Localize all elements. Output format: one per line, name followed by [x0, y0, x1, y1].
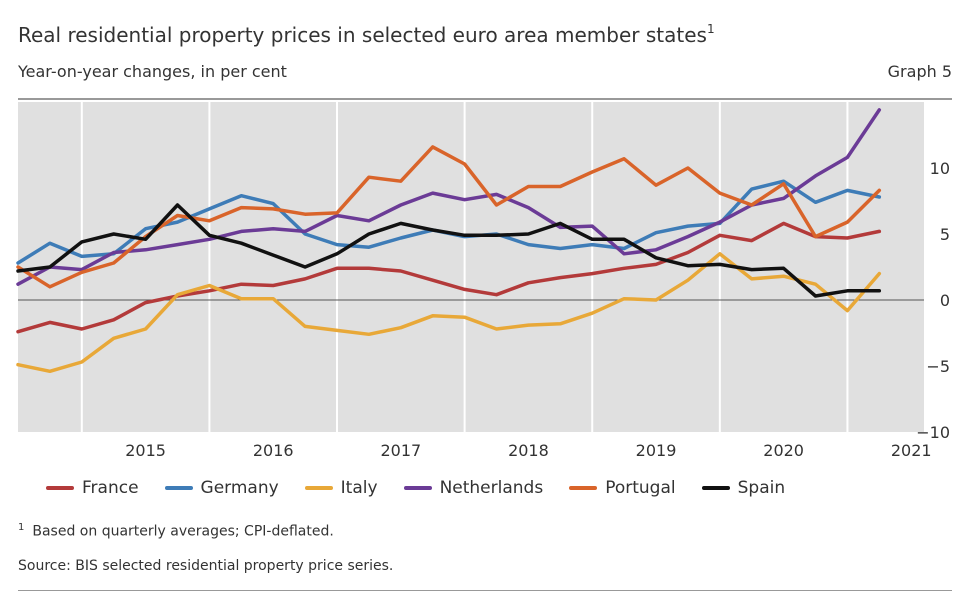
legend-swatch — [164, 486, 193, 490]
x-tick-label: 2016 — [253, 441, 294, 460]
chart-subtitle: Year-on-year changes, in per cent — [18, 62, 287, 81]
x-tick-label: 2015 — [125, 441, 166, 460]
legend-swatch — [403, 486, 432, 490]
gridlines — [18, 102, 924, 432]
series-line-france — [16, 221, 882, 334]
x-tick-label: 2017 — [380, 441, 421, 460]
legend-label: Portugal — [605, 478, 676, 498]
plot-area — [18, 102, 924, 432]
x-tick-label: 2018 — [508, 441, 549, 460]
legend-item-germany: Germany — [164, 478, 279, 498]
series-line-spain — [16, 203, 882, 298]
series-line-portugal — [16, 145, 882, 289]
x-tick-label: 2019 — [636, 441, 677, 460]
legend-label: France — [82, 478, 139, 498]
plot-background — [18, 102, 924, 432]
legend-swatch — [569, 486, 598, 490]
series-line-netherlands — [16, 108, 882, 286]
x-axis-ticks: 2015 2016 2017 2018 2019 2020 2021 — [125, 441, 931, 460]
legend-label: Spain — [737, 478, 786, 498]
title-footnote-marker: 1 — [706, 22, 715, 36]
y-tick-label: −5 — [926, 357, 950, 376]
legend: France Germany Italy Netherlands Portugal Spa… — [46, 476, 811, 500]
legend-item-spain: Spain — [701, 478, 786, 498]
footnote: 1 Based on quarterly averages; CPI-deflat… — [18, 522, 334, 540]
x-tick-label: 2021 — [891, 441, 932, 460]
legend-label: Netherlands — [439, 478, 544, 498]
y-tick-label: 10 — [930, 159, 950, 178]
graph-label: Graph 5 — [887, 62, 952, 81]
source-note: Source: BIS selected residential propert… — [18, 558, 394, 574]
legend-item-netherlands: Netherlands — [403, 478, 544, 498]
series-lines — [16, 108, 882, 374]
legend-item-france: France — [46, 478, 139, 498]
y-tick-label: 5 — [940, 225, 950, 244]
legend-swatch — [701, 486, 730, 490]
chart-title: Real residential property prices in sele… — [18, 22, 715, 47]
y-axis-ticks: −10 −5 0 5 10 — [916, 159, 950, 442]
top-rule — [18, 98, 952, 100]
bottom-rule — [18, 590, 952, 591]
y-tick-label: 0 — [940, 291, 950, 310]
footnote-marker: 1 — [18, 522, 25, 533]
legend-label: Germany — [200, 478, 279, 498]
legend-swatch — [46, 486, 74, 490]
y-tick-label: −10 — [916, 423, 950, 442]
chart-title-text: Real residential property prices in sele… — [18, 23, 707, 47]
legend-swatch — [304, 486, 333, 490]
legend-item-portugal: Portugal — [569, 478, 676, 498]
x-tick-label: 2020 — [763, 441, 804, 460]
line-chart: −10 −5 0 5 10 2015 2016 2017 2018 2019 2020 2021 — [16, 102, 950, 460]
legend-item-italy: Italy — [304, 478, 378, 498]
footnote-text: Based on quarterly averages; CPI-deflate… — [32, 523, 334, 540]
legend-label: Italy — [340, 478, 378, 498]
